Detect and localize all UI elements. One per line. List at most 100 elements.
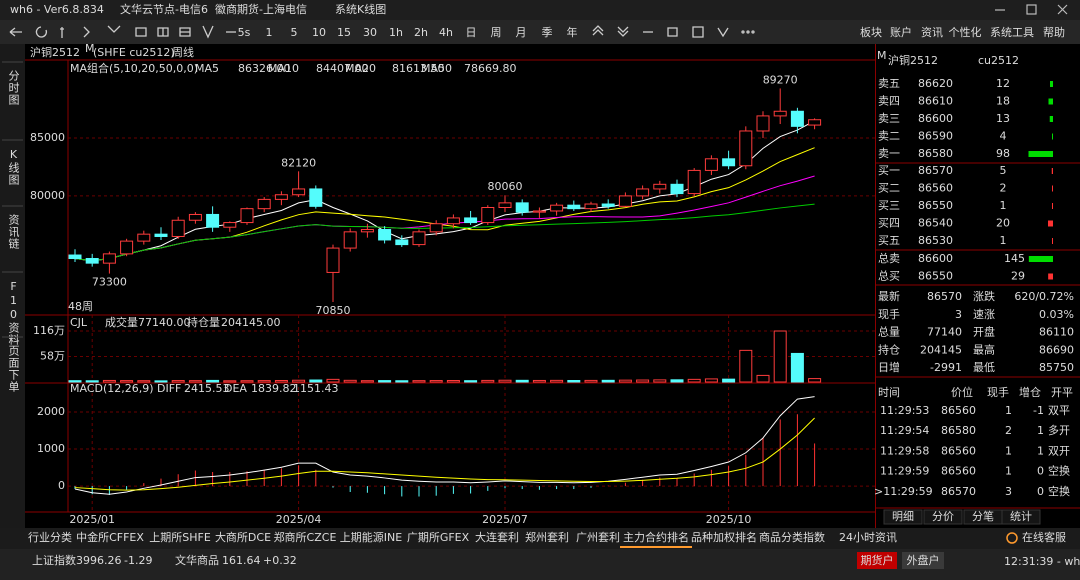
period-button[interactable]: 1h xyxy=(389,26,403,39)
account-button-label[interactable]: 外盘户 xyxy=(907,553,940,567)
volume-bar xyxy=(808,378,822,383)
period-button[interactable]: 年 xyxy=(567,25,578,39)
market-tab[interactable]: 行业分类 xyxy=(28,530,72,544)
index-value: 3996.26 xyxy=(76,554,122,567)
ma-legend: MA组合(5,10,20,50,0,0) xyxy=(70,61,198,75)
futures-account-button[interactable] xyxy=(857,552,897,569)
candle-body xyxy=(292,188,306,196)
total-volume: 29 xyxy=(1011,270,1025,283)
candle-body xyxy=(395,239,409,246)
side-tab[interactable]: 资讯链 xyxy=(7,214,20,250)
period-button[interactable]: 30 xyxy=(363,26,377,39)
candle-body xyxy=(756,115,770,132)
candle-body xyxy=(68,254,82,260)
volume-bar xyxy=(68,380,82,383)
date-label: 2025/04 xyxy=(276,513,322,526)
market-tab[interactable]: 大商所DCE xyxy=(215,530,271,544)
stat-value: 86110 xyxy=(1039,326,1074,339)
period-button[interactable]: 1 xyxy=(266,26,273,39)
toolbar-icons[interactable] xyxy=(9,25,755,39)
period-button[interactable]: 4h xyxy=(439,26,453,39)
period-button[interactable]: 10 xyxy=(312,26,326,39)
market-tab[interactable]: 郑商所CZCE xyxy=(274,530,337,544)
candle-body xyxy=(464,217,478,224)
market-tab[interactable]: 主力合约排名 xyxy=(623,530,689,544)
period-button[interactable]: 5s xyxy=(238,26,251,39)
trade-volume: 1 xyxy=(1005,404,1012,417)
trade-price: 86570 xyxy=(941,485,976,498)
side-tab[interactable]: F10资料 xyxy=(7,280,20,346)
candle-body xyxy=(739,130,753,167)
trade-oi: 1 xyxy=(1037,444,1044,457)
book-volume-bar xyxy=(1048,220,1053,227)
trade-oi: 1 xyxy=(1037,424,1044,437)
stat-label: 日增 xyxy=(878,360,900,374)
stat-value: 77140 xyxy=(927,326,962,339)
period-button[interactable]: 5 xyxy=(291,26,298,39)
menu-item[interactable]: 帮助 xyxy=(1043,25,1065,39)
volume-bar xyxy=(773,330,787,383)
menu-item[interactable]: 板块 xyxy=(860,25,882,39)
window-controls[interactable] xyxy=(995,4,1068,15)
panel-tab-label[interactable]: 分价 xyxy=(932,510,954,523)
menu-item[interactable]: 系统工具 xyxy=(990,26,1034,39)
period-button[interactable]: 日 xyxy=(466,26,477,39)
market-tab[interactable]: 大连套利 xyxy=(475,530,519,544)
market-tab[interactable]: 广期所GFEX xyxy=(407,531,470,544)
side-tab[interactable]: K线图 xyxy=(7,148,20,186)
market-tab[interactable]: 上期所SHFE xyxy=(149,531,211,544)
menu-item[interactable]: 个性化 xyxy=(949,25,982,39)
price-tick-label: 80000 xyxy=(30,189,65,202)
panel-tab[interactable] xyxy=(1001,509,1041,525)
volume-bar xyxy=(567,380,581,383)
side-tab[interactable]: 分时图 xyxy=(7,70,20,106)
trade-oi: -1 xyxy=(1033,404,1044,417)
panel-tab[interactable] xyxy=(883,509,923,525)
foreign-account-button[interactable] xyxy=(902,552,944,569)
volume-bar xyxy=(687,378,701,383)
diff-line xyxy=(74,396,815,495)
high-label: 82120 xyxy=(281,156,316,169)
book-label: 买四 xyxy=(878,217,900,230)
stat-label: 最低 xyxy=(973,361,995,374)
panel-tab-label[interactable]: 分笔 xyxy=(972,509,994,523)
period[interactable]: 周线 xyxy=(172,45,194,59)
candle-body xyxy=(704,158,718,171)
market-tab[interactable]: 24小时资讯 xyxy=(839,531,897,544)
book-volume-bar xyxy=(1028,151,1053,157)
menu-item[interactable]: 资讯 xyxy=(921,26,943,39)
book-price: 86620 xyxy=(918,77,953,90)
market-tab[interactable]: 品种加权排名 xyxy=(691,530,757,544)
market-tab[interactable]: 郑州套利 xyxy=(525,530,569,544)
period-button[interactable]: 周 xyxy=(491,26,502,39)
candle-body xyxy=(481,206,495,224)
volume-bar xyxy=(429,380,443,383)
volume-bar xyxy=(154,380,168,383)
period-button[interactable]: 月 xyxy=(516,26,527,39)
volume-bar xyxy=(395,380,409,383)
period-button[interactable]: 15 xyxy=(337,26,351,39)
candle-body xyxy=(446,217,460,225)
service-icon[interactable] xyxy=(1006,532,1018,544)
market-tab[interactable]: 商品分类指数 xyxy=(759,530,825,544)
market-tab[interactable]: 上期能源INE xyxy=(340,530,402,544)
candle-body xyxy=(274,194,288,200)
service-link[interactable]: 在线客服 xyxy=(1022,530,1066,544)
book-volume: 4 xyxy=(1000,130,1007,143)
ma-name: MA5 xyxy=(195,62,219,75)
stat-label: 涨跌 xyxy=(973,289,995,303)
period-button[interactable]: 季 xyxy=(542,26,553,39)
account-button-label[interactable]: 期货户 xyxy=(861,553,894,567)
market-tab[interactable]: 中金所CFFEX xyxy=(76,530,144,544)
panel-tab-label[interactable]: 统计 xyxy=(1010,510,1032,523)
side-tab[interactable]: 页面下单 xyxy=(7,345,20,393)
volume-bar xyxy=(378,380,392,383)
period-button[interactable]: 2h xyxy=(414,26,428,39)
menu-item[interactable]: 账户 xyxy=(890,25,912,39)
market-tab[interactable]: 广州套利 xyxy=(576,531,620,544)
book-label: 卖四 xyxy=(878,95,900,108)
book-volume: 20 xyxy=(996,217,1010,230)
panel-tab[interactable] xyxy=(923,509,963,525)
panel-tab-label[interactable]: 明细 xyxy=(892,510,914,523)
